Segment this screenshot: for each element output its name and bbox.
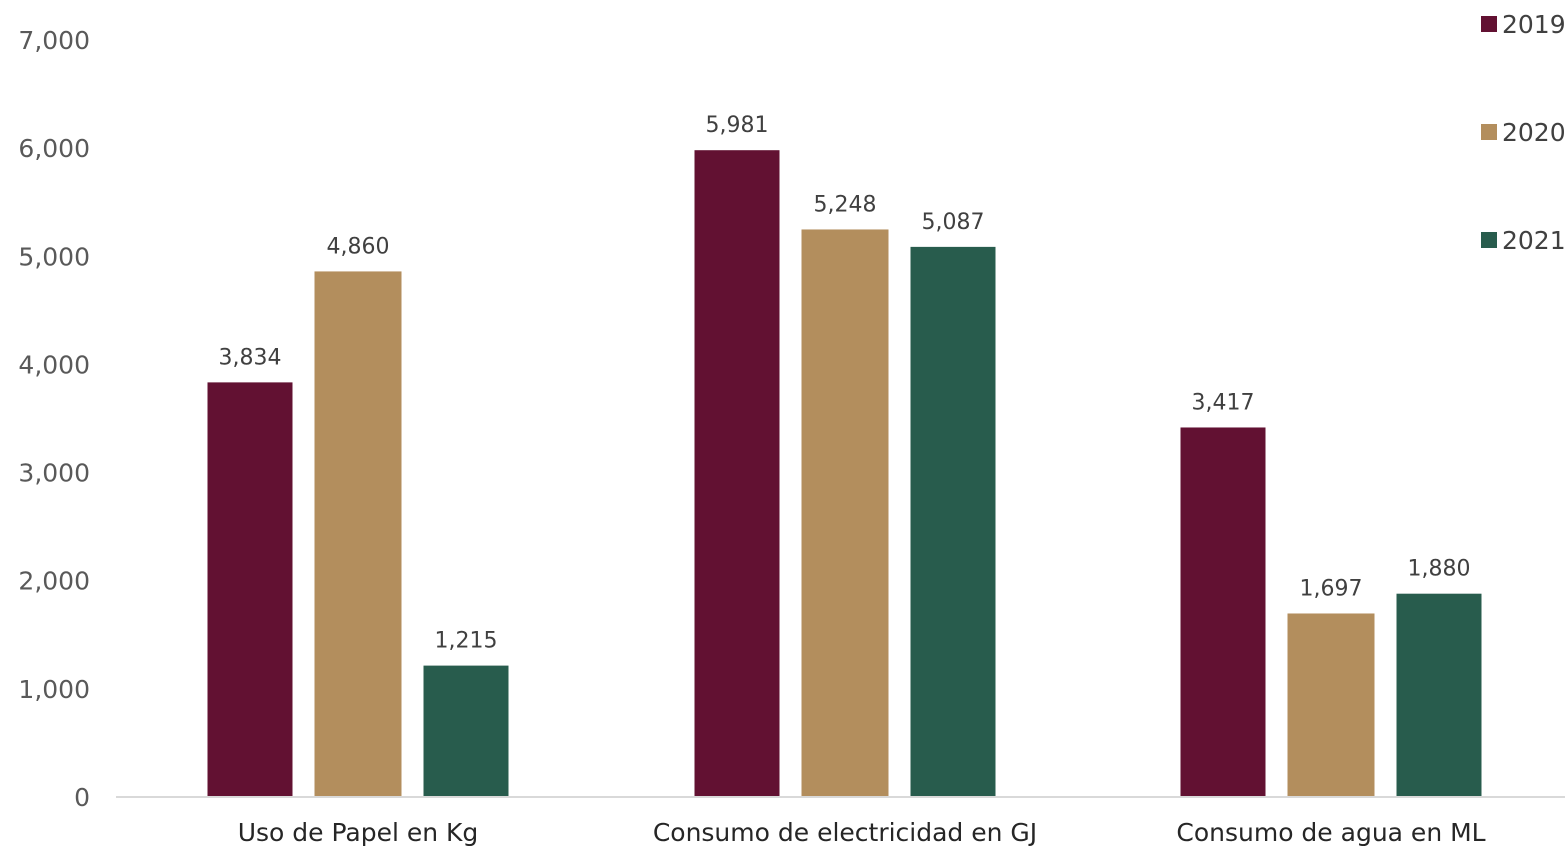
y-tick-label: 6,000 xyxy=(18,134,90,163)
y-tick-label: 5,000 xyxy=(18,242,90,271)
legend-swatch xyxy=(1481,124,1497,140)
y-tick-label: 2,000 xyxy=(18,567,90,596)
data-label: 1,697 xyxy=(1300,576,1363,601)
y-axis: 0 1,000 2,000 3,000 4,000 5,000 6,000 7,000 xyxy=(18,26,90,812)
bars: 3,834 5,981 3,417 4,860 5,248 1,697 1,215 5,087… xyxy=(207,113,1482,797)
bar-2019 xyxy=(207,382,293,797)
data-label: 4,860 xyxy=(327,234,390,259)
bar-2020 xyxy=(801,229,889,797)
data-label: 1,215 xyxy=(435,629,498,654)
legend: 2019 2020 2021 xyxy=(1481,10,1565,255)
category-label: Consumo de agua en ML xyxy=(1176,818,1485,846)
data-label: 3,834 xyxy=(219,345,282,370)
bar-2021 xyxy=(423,665,509,797)
category-label: Consumo de electricidad en GJ xyxy=(653,818,1037,846)
bar-2019 xyxy=(1180,427,1266,797)
data-label: 5,981 xyxy=(706,113,769,138)
data-label: 5,087 xyxy=(922,210,985,235)
bar-2021 xyxy=(910,246,996,797)
x-axis: Uso de Papel en Kg Consumo de electricida… xyxy=(238,818,1486,846)
data-label: 3,417 xyxy=(1192,390,1255,415)
bar-2020 xyxy=(314,271,402,797)
y-tick-label: 1,000 xyxy=(18,675,90,704)
y-tick-label: 0 xyxy=(74,783,90,812)
legend-label: 2021 xyxy=(1502,226,1565,255)
y-tick-label: 7,000 xyxy=(18,26,90,55)
y-tick-label: 3,000 xyxy=(18,459,90,488)
data-label: 1,880 xyxy=(1408,557,1471,582)
bar-2019 xyxy=(694,150,780,797)
bar-2021 xyxy=(1396,593,1482,797)
legend-swatch xyxy=(1481,16,1497,32)
category-label: Uso de Papel en Kg xyxy=(238,818,479,846)
legend-swatch xyxy=(1481,232,1497,248)
bar-2020 xyxy=(1287,613,1375,797)
data-label: 5,248 xyxy=(814,192,877,217)
y-tick-label: 4,000 xyxy=(18,350,90,379)
legend-label: 2019 xyxy=(1502,10,1565,39)
legend-label: 2020 xyxy=(1502,118,1565,147)
